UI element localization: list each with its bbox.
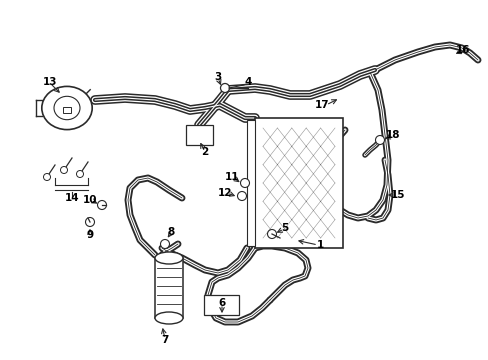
Bar [254, 118, 342, 248]
Ellipse shape [155, 252, 183, 264]
Circle shape [85, 217, 94, 226]
Circle shape [160, 239, 169, 248]
Text: 14: 14 [64, 193, 79, 203]
Bar [63, 107, 71, 113]
Text: 16: 16 [455, 45, 469, 55]
Circle shape [240, 179, 249, 188]
Bar [203, 295, 239, 315]
Circle shape [267, 230, 276, 238]
Circle shape [43, 174, 50, 180]
Bar [185, 125, 213, 145]
Circle shape [97, 201, 106, 210]
Text: 8: 8 [167, 227, 174, 237]
Text: 15: 15 [390, 190, 405, 200]
Text: 2: 2 [201, 147, 208, 157]
Text: 5: 5 [281, 223, 288, 233]
Text: 10: 10 [82, 195, 97, 205]
Text: 18: 18 [385, 130, 400, 140]
Text: 1: 1 [316, 240, 323, 250]
Circle shape [375, 135, 384, 144]
Bar [155, 258, 183, 318]
Circle shape [237, 192, 246, 201]
Text: 4: 4 [244, 77, 251, 87]
Text: 13: 13 [42, 77, 57, 87]
Text: 9: 9 [86, 230, 93, 240]
Circle shape [61, 166, 67, 174]
Ellipse shape [41, 86, 92, 130]
Text: 12: 12 [217, 188, 232, 198]
Text: 6: 6 [218, 298, 225, 308]
Circle shape [76, 171, 83, 177]
Text: 3: 3 [214, 72, 221, 82]
Ellipse shape [54, 96, 80, 120]
Text: 17: 17 [314, 100, 328, 110]
Bar [246, 120, 254, 246]
Text: 11: 11 [224, 172, 239, 182]
Text: 7: 7 [161, 335, 168, 345]
Circle shape [220, 84, 229, 93]
Ellipse shape [155, 312, 183, 324]
